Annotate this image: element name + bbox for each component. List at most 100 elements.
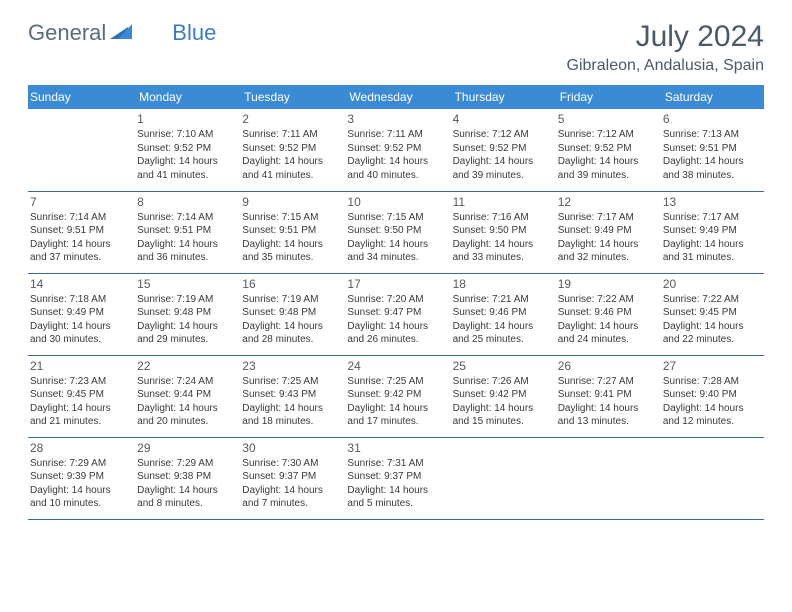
day-details: Sunrise: 7:29 AMSunset: 9:39 PMDaylight:… (30, 457, 129, 511)
day-details: Sunrise: 7:31 AMSunset: 9:37 PMDaylight:… (347, 457, 444, 511)
day-cell: 4Sunrise: 7:12 AMSunset: 9:52 PMDaylight… (449, 109, 554, 191)
col-wed: Wednesday (343, 85, 448, 109)
day-details: Sunrise: 7:17 AMSunset: 9:49 PMDaylight:… (663, 211, 760, 265)
day-number: 17 (347, 276, 444, 291)
daylight-text: Daylight: 14 hours and 31 minutes. (663, 238, 760, 265)
sunrise-text: Sunrise: 7:15 AM (347, 211, 444, 225)
sunset-text: Sunset: 9:50 PM (347, 224, 444, 238)
sunset-text: Sunset: 9:51 PM (30, 224, 129, 238)
sunrise-text: Sunrise: 7:14 AM (30, 211, 129, 225)
sunset-text: Sunset: 9:45 PM (663, 306, 760, 320)
sunrise-text: Sunrise: 7:24 AM (137, 375, 234, 389)
day-details: Sunrise: 7:15 AMSunset: 9:50 PMDaylight:… (347, 211, 444, 265)
sunrise-text: Sunrise: 7:22 AM (663, 293, 760, 307)
daylight-text: Daylight: 14 hours and 41 minutes. (242, 155, 339, 182)
sunrise-text: Sunrise: 7:15 AM (242, 211, 339, 225)
daylight-text: Daylight: 14 hours and 5 minutes. (347, 484, 444, 511)
day-cell (28, 109, 133, 191)
daylight-text: Daylight: 14 hours and 13 minutes. (558, 402, 655, 429)
day-details: Sunrise: 7:15 AMSunset: 9:51 PMDaylight:… (242, 211, 339, 265)
month-title: July 2024 (567, 20, 764, 53)
sunset-text: Sunset: 9:51 PM (242, 224, 339, 238)
day-cell: 29Sunrise: 7:29 AMSunset: 9:38 PMDayligh… (133, 437, 238, 519)
day-number: 27 (663, 358, 760, 373)
day-details: Sunrise: 7:10 AMSunset: 9:52 PMDaylight:… (137, 128, 234, 182)
day-number: 15 (137, 276, 234, 291)
sunrise-text: Sunrise: 7:19 AM (137, 293, 234, 307)
day-cell: 8Sunrise: 7:14 AMSunset: 9:51 PMDaylight… (133, 191, 238, 273)
day-number: 4 (453, 111, 550, 126)
sunrise-text: Sunrise: 7:28 AM (663, 375, 760, 389)
day-number: 19 (558, 276, 655, 291)
sunset-text: Sunset: 9:47 PM (347, 306, 444, 320)
day-cell: 9Sunrise: 7:15 AMSunset: 9:51 PMDaylight… (238, 191, 343, 273)
sunrise-text: Sunrise: 7:13 AM (663, 128, 760, 142)
sunrise-text: Sunrise: 7:19 AM (242, 293, 339, 307)
day-number: 29 (137, 440, 234, 455)
sunset-text: Sunset: 9:42 PM (453, 388, 550, 402)
sunrise-text: Sunrise: 7:18 AM (30, 293, 129, 307)
day-cell: 14 Sunrise: 7:18 AMSunset: 9:49 PMDayligh… (28, 273, 133, 355)
day-cell: 10Sunrise: 7:15 AMSunset: 9:50 PMDayligh… (343, 191, 448, 273)
day-number: 24 (347, 358, 444, 373)
sunrise-text: Sunrise: 7:29 AM (30, 457, 129, 471)
sunset-text: Sunset: 9:46 PM (453, 306, 550, 320)
day-details: Sunrise: 7:11 AMSunset: 9:52 PMDaylight:… (242, 128, 339, 182)
sunset-text: Sunset: 9:50 PM (453, 224, 550, 238)
daylight-text: Daylight: 14 hours and 28 minutes. (242, 320, 339, 347)
sunrise-text: Sunrise: 7:29 AM (137, 457, 234, 471)
col-tue: Tuesday (238, 85, 343, 109)
day-details: Sunrise: 7:18 AMSunset: 9:49 PMDaylight:… (30, 293, 129, 347)
sunrise-text: Sunrise: 7:12 AM (558, 128, 655, 142)
day-number: 5 (558, 111, 655, 126)
daylight-text: Daylight: 14 hours and 40 minutes. (347, 155, 444, 182)
sunrise-text: Sunrise: 7:11 AM (242, 128, 339, 142)
day-details: Sunrise: 7:19 AMSunset: 9:48 PMDaylight:… (242, 293, 339, 347)
day-details: Sunrise: 7:20 AMSunset: 9:47 PMDaylight:… (347, 293, 444, 347)
day-details: Sunrise: 7:11 AMSunset: 9:52 PMDaylight:… (347, 128, 444, 182)
day-details: Sunrise: 7:14 AMSunset: 9:51 PMDaylight:… (137, 211, 234, 265)
day-cell: 16Sunrise: 7:19 AMSunset: 9:48 PMDayligh… (238, 273, 343, 355)
sunrise-text: Sunrise: 7:23 AM (30, 375, 129, 389)
day-cell: 22Sunrise: 7:24 AMSunset: 9:44 PMDayligh… (133, 355, 238, 437)
day-cell (449, 437, 554, 519)
day-number: 14 (30, 276, 129, 291)
day-cell: 23Sunrise: 7:25 AMSunset: 9:43 PMDayligh… (238, 355, 343, 437)
sunset-text: Sunset: 9:52 PM (137, 142, 234, 156)
day-number: 25 (453, 358, 550, 373)
day-cell: 5Sunrise: 7:12 AMSunset: 9:52 PMDaylight… (554, 109, 659, 191)
day-cell: 19Sunrise: 7:22 AMSunset: 9:46 PMDayligh… (554, 273, 659, 355)
sunset-text: Sunset: 9:44 PM (137, 388, 234, 402)
day-number: 3 (347, 111, 444, 126)
sunset-text: Sunset: 9:51 PM (137, 224, 234, 238)
day-cell: 3 Sunrise: 7:11 AMSunset: 9:52 PMDaylight… (343, 109, 448, 191)
sunrise-text: Sunrise: 7:17 AM (663, 211, 760, 225)
sunset-text: Sunset: 9:52 PM (242, 142, 339, 156)
sunset-text: Sunset: 9:51 PM (663, 142, 760, 156)
day-number: 28 (30, 440, 129, 455)
day-number: 21 (30, 358, 129, 373)
day-details: Sunrise: 7:25 AMSunset: 9:42 PMDaylight:… (347, 375, 444, 429)
brand-triangle-icon (110, 22, 132, 45)
day-cell: 6 Sunrise: 7:13 AMSunset: 9:51 PMDaylight… (659, 109, 764, 191)
day-details: Sunrise: 7:24 AMSunset: 9:44 PMDaylight:… (137, 375, 234, 429)
day-number: 6 (663, 111, 760, 126)
sunrise-text: Sunrise: 7:21 AM (453, 293, 550, 307)
col-sun: Sunday (28, 85, 133, 109)
day-cell: 21Sunrise: 7:23 AMSunset: 9:45 PMDayligh… (28, 355, 133, 437)
day-number: 7 (30, 194, 129, 209)
week-row: 21Sunrise: 7:23 AMSunset: 9:45 PMDayligh… (28, 355, 764, 437)
daylight-text: Daylight: 14 hours and 12 minutes. (663, 402, 760, 429)
sunset-text: Sunset: 9:43 PM (242, 388, 339, 402)
day-cell: 24 Sunrise: 7:25 AMSunset: 9:42 PMDayligh… (343, 355, 448, 437)
day-number: 23 (242, 358, 339, 373)
sunrise-text: Sunrise: 7:16 AM (453, 211, 550, 225)
week-row: 28 Sunrise: 7:29 AMSunset: 9:39 PMDayligh… (28, 437, 764, 519)
sunrise-text: Sunrise: 7:17 AM (558, 211, 655, 225)
sunrise-text: Sunrise: 7:12 AM (453, 128, 550, 142)
sunrise-text: Sunrise: 7:25 AM (347, 375, 444, 389)
day-details: Sunrise: 7:22 AMSunset: 9:45 PMDaylight:… (663, 293, 760, 347)
day-number: 26 (558, 358, 655, 373)
day-details: Sunrise: 7:13 AMSunset: 9:51 PMDaylight:… (663, 128, 760, 182)
location-text: Gibraleon, Andalusia, Spain (567, 57, 764, 75)
